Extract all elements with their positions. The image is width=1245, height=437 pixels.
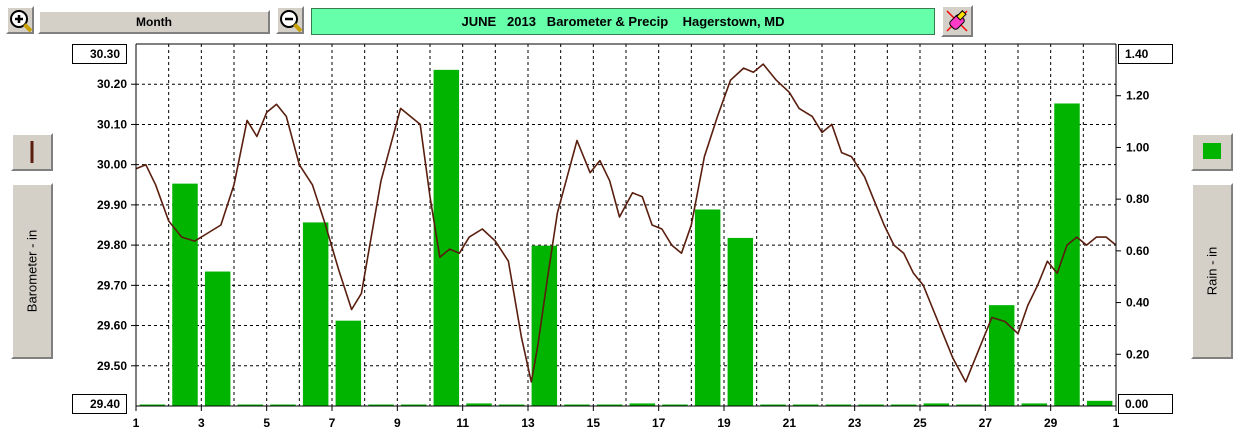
- x-tick-label: 27: [979, 416, 993, 430]
- precip-bar: [760, 404, 786, 406]
- x-tick-label: 21: [783, 416, 797, 430]
- right-tick-label: 1.00: [1126, 140, 1150, 154]
- precip-bar: [596, 404, 623, 406]
- right-tick-label: 0.80: [1126, 192, 1150, 206]
- left-tick-label: 29.60: [97, 319, 127, 333]
- pressure-line: [135, 63, 1117, 383]
- precip-bar: [204, 271, 231, 406]
- precip-bar: [466, 403, 492, 406]
- right-tick-label: 0.40: [1126, 296, 1150, 310]
- right-tick-label: 0.20: [1126, 347, 1150, 361]
- precip-bar: [825, 404, 852, 406]
- plot-frame: [135, 43, 1117, 407]
- precip-bar: [368, 404, 394, 406]
- left-tick-label: 30.00: [97, 158, 127, 172]
- zoom-out-button[interactable]: [276, 6, 304, 34]
- x-tick-label: 3: [198, 416, 205, 430]
- left-tick-label: 29.70: [97, 278, 127, 292]
- precip-bar: [988, 305, 1015, 406]
- x-tick-label: 23: [848, 416, 862, 430]
- axis-ticks: 30.2030.1030.0029.9029.8029.7029.6029.50…: [97, 77, 1150, 430]
- barometer-series-swatch-button[interactable]: [11, 133, 53, 171]
- rain-bar-swatch-icon: [1203, 143, 1221, 159]
- precip-bar: [531, 245, 558, 406]
- grid-lines: [136, 44, 1116, 406]
- precip-bar: [792, 404, 819, 406]
- precip-bar: [270, 404, 296, 406]
- edit-tool-button[interactable]: [941, 5, 973, 37]
- barometer-axis-button[interactable]: Barometer - in: [11, 183, 53, 359]
- right-axis-top-value: 1.40: [1118, 44, 1173, 64]
- x-tick-label: 9: [394, 416, 401, 430]
- chart-title-bar: JUNE 2013 Barometer & Precip Hagerstown,…: [311, 8, 935, 35]
- chart-title: JUNE 2013 Barometer & Precip Hagerstown,…: [461, 14, 785, 29]
- x-tick-label: 25: [913, 416, 927, 430]
- barometer-line-swatch-icon: [30, 141, 34, 163]
- precip-bar: [1086, 400, 1113, 406]
- left-axis-top-text: 30.30: [89, 47, 120, 61]
- precip-bar: [1054, 103, 1080, 406]
- left-axis-bottom-value: 29.40: [72, 394, 127, 414]
- left-tick-label: 29.80: [97, 238, 127, 252]
- precip-bar: [694, 209, 721, 406]
- right-axis-bottom-value: 0.00: [1118, 394, 1173, 414]
- x-tick-label: 11: [456, 416, 469, 430]
- x-tick-label: 1: [1113, 416, 1120, 430]
- precip-bar: [629, 403, 656, 406]
- x-tick-label: 19: [717, 416, 731, 430]
- precip-bar: [335, 320, 362, 406]
- x-tick-label: 5: [263, 416, 270, 430]
- x-tick-label: 29: [1044, 416, 1058, 430]
- rain-series-swatch-button[interactable]: [1191, 133, 1233, 171]
- left-axis-top-value: 30.30: [72, 44, 127, 64]
- precip-bar: [237, 404, 264, 406]
- zoom-in-icon: [10, 10, 33, 33]
- precip-bar: [923, 403, 950, 406]
- right-tick-label: 0.60: [1126, 244, 1150, 258]
- x-tick-label: 7: [329, 416, 336, 430]
- x-tick-label: 17: [652, 416, 666, 430]
- month-button[interactable]: Month: [38, 10, 270, 34]
- left-tick-label: 29.90: [97, 198, 127, 212]
- x-tick-label: 1: [133, 416, 140, 430]
- month-button-label: Month: [136, 15, 172, 29]
- precip-bar: [400, 404, 427, 406]
- left-tick-label: 30.10: [97, 117, 127, 131]
- zoom-out-icon: [280, 10, 303, 33]
- x-tick-label: 15: [587, 416, 601, 430]
- left-axis-bottom-text: 29.40: [89, 397, 120, 411]
- precip-bar: [956, 404, 982, 406]
- precip-bars: [139, 69, 1113, 406]
- pressure-line-group: [135, 63, 1117, 383]
- precip-bar: [139, 404, 166, 406]
- precip-bar: [727, 237, 754, 406]
- precip-bar: [1021, 403, 1048, 406]
- left-tick-label: 30.20: [97, 77, 127, 91]
- precip-bar: [172, 183, 198, 406]
- pencil-eraser-icon: [946, 10, 968, 32]
- x-tick-label: 13: [521, 416, 535, 430]
- precip-bar: [433, 69, 460, 406]
- right-tick-label: 1.20: [1126, 89, 1150, 103]
- precip-bar: [662, 404, 688, 406]
- precip-bar: [498, 404, 525, 406]
- precip-bar: [858, 404, 884, 406]
- left-tick-label: 29.50: [97, 359, 127, 373]
- precip-bar: [890, 404, 917, 406]
- precip-bar: [564, 404, 590, 406]
- zoom-in-button[interactable]: [6, 6, 34, 34]
- rain-axis-button[interactable]: Rain - in: [1191, 183, 1233, 359]
- right-axis-top-text: 1.40: [1125, 47, 1149, 61]
- precip-bar: [302, 222, 329, 406]
- right-axis-bottom-text: 0.00: [1125, 397, 1149, 411]
